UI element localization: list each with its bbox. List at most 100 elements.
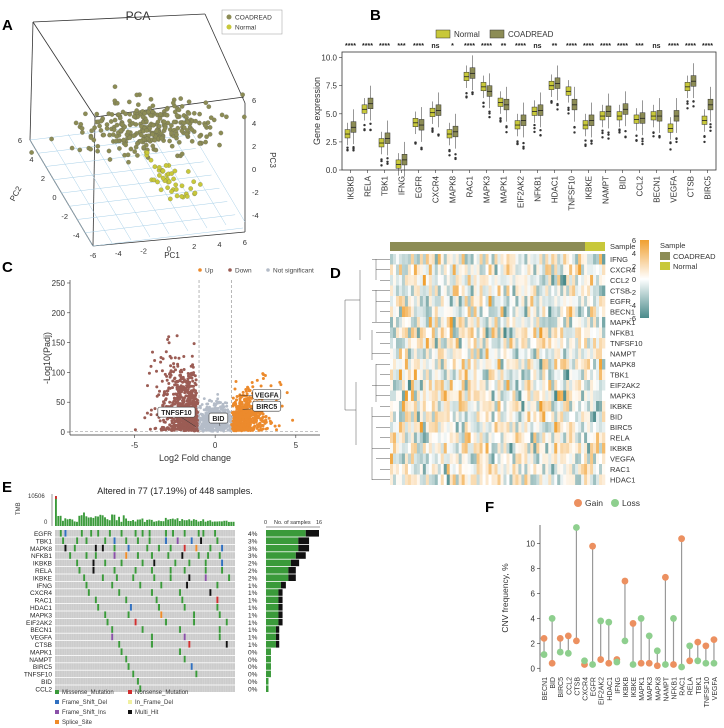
heatmap-cell bbox=[509, 359, 513, 370]
heatmap-cell bbox=[590, 285, 594, 296]
heatmap-cell bbox=[476, 285, 480, 296]
volcano-point-down bbox=[162, 420, 166, 424]
heatmap-cell bbox=[422, 464, 427, 475]
heatmap-cell bbox=[509, 411, 513, 422]
heatmap-cell bbox=[593, 453, 597, 464]
box-outlier bbox=[618, 131, 621, 134]
heatmap-cell bbox=[503, 422, 507, 433]
heatmap-cell bbox=[512, 348, 516, 359]
heatmap-cell bbox=[407, 390, 412, 401]
heatmap-cell bbox=[470, 359, 474, 370]
heatmap-cell bbox=[584, 264, 588, 275]
heatmap-cell bbox=[452, 264, 456, 275]
heatmap-cell bbox=[419, 390, 424, 401]
box-legend-normal-label: Normal bbox=[454, 30, 480, 39]
heatmap-cell bbox=[515, 390, 519, 401]
box-x-tick: EGFR bbox=[415, 176, 424, 198]
heatmap-cell bbox=[566, 464, 570, 475]
box-significance: **** bbox=[413, 43, 424, 50]
volcano-legend-label: Down bbox=[235, 268, 252, 275]
heatmap-cell bbox=[470, 306, 474, 317]
heatmap-cell bbox=[596, 254, 600, 265]
heatmap-cell bbox=[390, 369, 394, 380]
box-outlier bbox=[363, 123, 366, 127]
heatmap-cell bbox=[554, 275, 558, 286]
volcano-point-up bbox=[248, 408, 252, 412]
heatmap-cell bbox=[590, 411, 594, 422]
heatmap-cell bbox=[590, 422, 594, 433]
heatmap-cell bbox=[467, 422, 471, 433]
heatmap-cell bbox=[512, 285, 516, 296]
volcano-point-down bbox=[149, 413, 153, 417]
box-significance: **** bbox=[345, 43, 356, 50]
heatmap-cell bbox=[428, 411, 433, 422]
heatmap-cell bbox=[392, 296, 397, 307]
heatmap-cell bbox=[491, 285, 495, 296]
pca-point-coadread bbox=[79, 126, 85, 131]
heatmap-cell bbox=[509, 453, 513, 464]
volcano-point-up bbox=[268, 419, 272, 423]
heatmap-cell bbox=[497, 464, 501, 475]
pca-point-coadread bbox=[150, 143, 156, 149]
volcano-point-down bbox=[172, 422, 176, 426]
heatmap-cell bbox=[518, 380, 522, 391]
heatmap-cell bbox=[566, 474, 570, 485]
heatmap-cell bbox=[545, 474, 549, 485]
heatmap-cell bbox=[461, 474, 465, 485]
heatmap-cell bbox=[401, 411, 406, 422]
heatmap-cell bbox=[470, 422, 474, 433]
box-outlier bbox=[488, 110, 491, 113]
heatmap-cell bbox=[602, 474, 606, 485]
heatmap-cell bbox=[569, 432, 573, 443]
heatmap-cell bbox=[587, 453, 591, 464]
heatmap-cell bbox=[581, 254, 585, 265]
heatmap-cell bbox=[557, 275, 561, 286]
volcano-point-down bbox=[182, 355, 186, 358]
heatmap-cell bbox=[491, 411, 495, 422]
oncoplot-mutation-cell bbox=[148, 530, 151, 537]
volcano-point-ns bbox=[220, 424, 224, 428]
box-outlier bbox=[420, 148, 423, 151]
heatmap-cell bbox=[590, 348, 594, 359]
volcano-point-down bbox=[175, 383, 179, 387]
pca-pc1-tick: -2 bbox=[140, 247, 147, 256]
heatmap-cell bbox=[563, 443, 567, 454]
pca-point-coadread bbox=[132, 149, 138, 154]
heatmap-cell bbox=[410, 359, 415, 370]
heatmap-cell bbox=[581, 348, 585, 359]
oncoplot-mutation-cell bbox=[92, 559, 95, 567]
box-outlier bbox=[590, 142, 593, 145]
heatmap-cell bbox=[584, 348, 588, 359]
heatmap-cell bbox=[485, 254, 489, 265]
heatmap-cell bbox=[482, 296, 486, 307]
heatmap-cell bbox=[401, 453, 406, 464]
heatmap-cell bbox=[473, 390, 477, 401]
heatmap-cell bbox=[587, 327, 591, 338]
heatmap-cell bbox=[434, 348, 439, 359]
heatmap-cell bbox=[506, 317, 510, 328]
heatmap-cell bbox=[497, 453, 501, 464]
heatmap-cell bbox=[521, 464, 525, 475]
volcano-point-ns bbox=[200, 403, 204, 406]
heatmap-cell bbox=[422, 296, 427, 307]
heatmap-cell bbox=[521, 401, 525, 412]
heatmap-cell bbox=[470, 443, 474, 454]
pca-point-coadread bbox=[83, 111, 88, 117]
volcano-point-down bbox=[145, 411, 149, 415]
box-legend-normal-swatch bbox=[435, 29, 451, 39]
heatmap-cell bbox=[536, 275, 540, 286]
box-outlier bbox=[607, 131, 610, 134]
pca-floor-grid bbox=[61, 174, 212, 194]
heatmap-cell bbox=[575, 390, 579, 401]
heatmap-cell bbox=[407, 380, 412, 391]
heatmap-cell bbox=[392, 422, 397, 433]
heatmap-cell bbox=[390, 348, 394, 359]
volcano-point-ns bbox=[210, 426, 213, 430]
heatmap-cell bbox=[542, 411, 546, 422]
volcano-y-tick: 50 bbox=[56, 398, 65, 407]
heatmap-cell bbox=[422, 474, 427, 485]
heatmap-cell bbox=[602, 327, 606, 338]
pca-point-coadread bbox=[128, 146, 134, 152]
heatmap-cell bbox=[458, 464, 462, 475]
heatmap-cell bbox=[422, 338, 427, 349]
